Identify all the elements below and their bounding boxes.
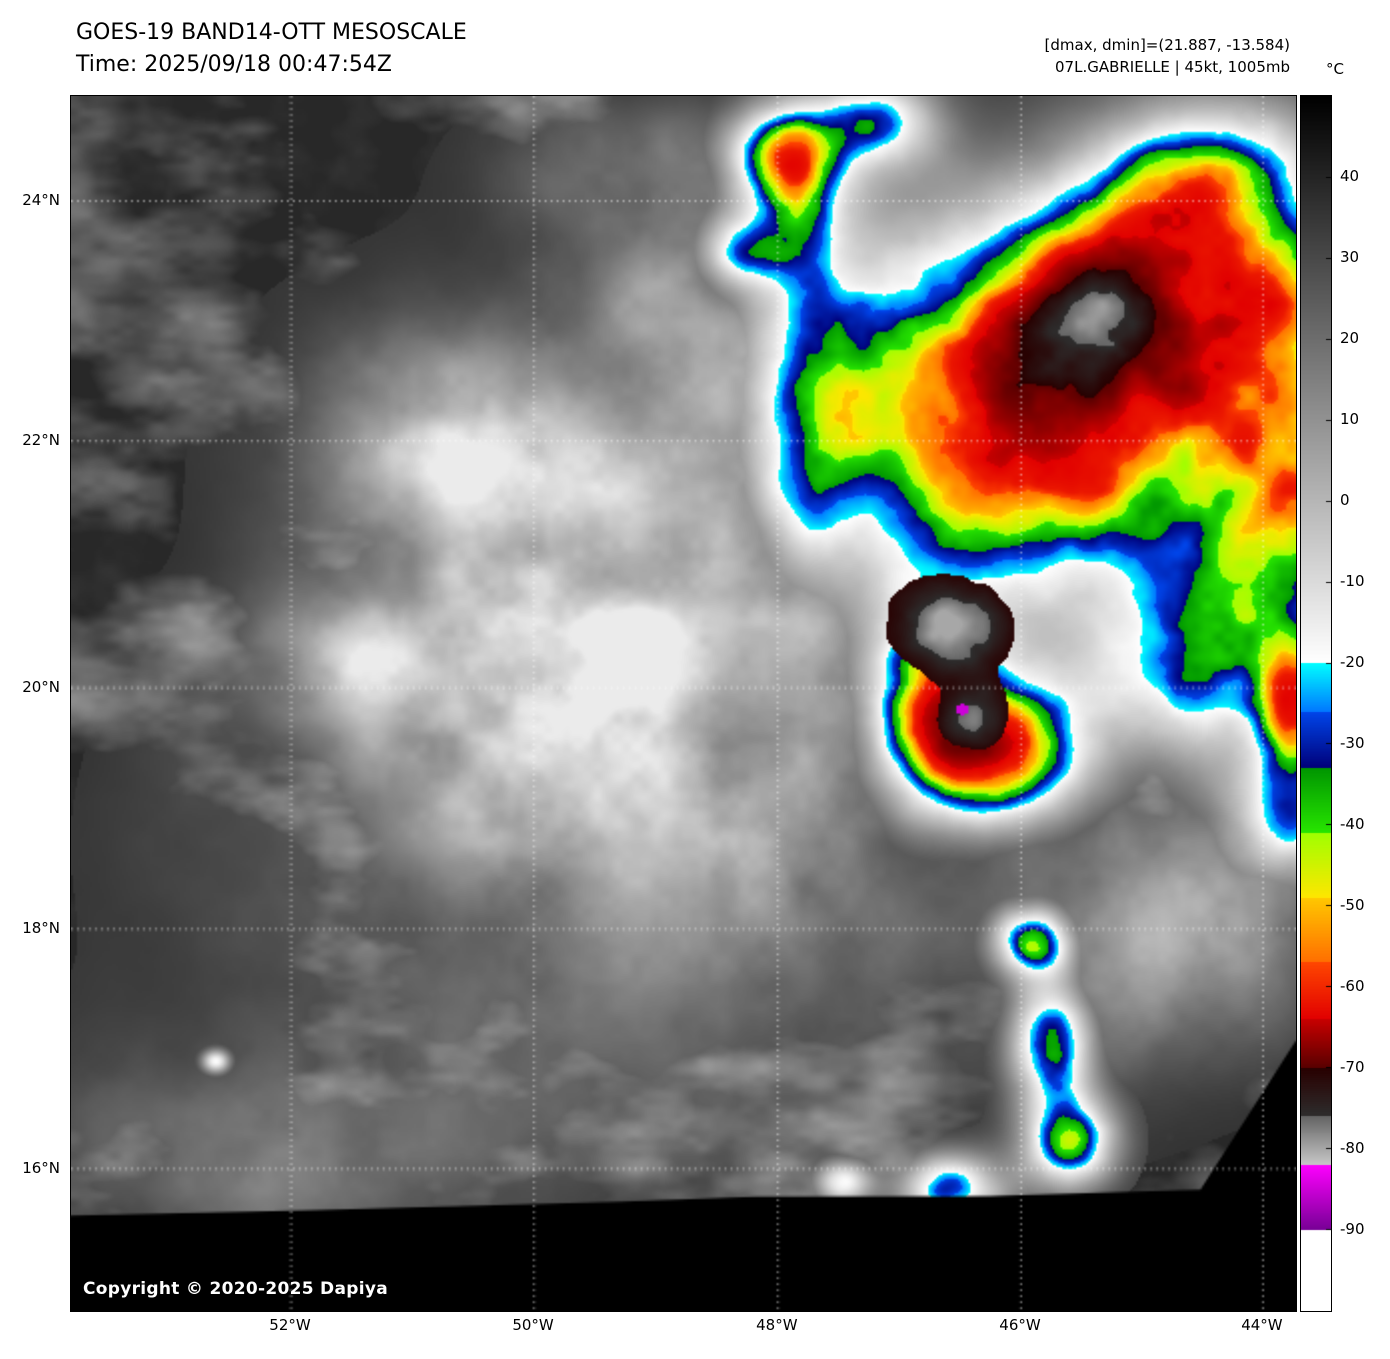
- lon-axis-label: 46°W: [999, 1316, 1041, 1334]
- colorbar-tick-label: -30: [1340, 734, 1365, 752]
- copyright-notice: Copyright © 2020-2025 Dapiya: [83, 1279, 388, 1299]
- colorbar-tick-label: 10: [1340, 410, 1360, 428]
- colorbar-tick-label: 20: [1340, 329, 1360, 347]
- colorbar-tick-label: 30: [1340, 248, 1360, 266]
- lon-axis-label: 48°W: [756, 1316, 798, 1334]
- colorbar-tick-label: -10: [1340, 572, 1365, 590]
- lat-axis-label: 16°N: [22, 1158, 60, 1177]
- colorbar-tick-label: 40: [1340, 167, 1360, 185]
- lon-axis-label: 44°W: [1241, 1316, 1283, 1334]
- lon-axis-label: 52°W: [269, 1316, 311, 1334]
- product-title: GOES-19 BAND14-OTT MESOSCALE: [76, 20, 467, 45]
- storm-label-line: 07L.GABRIELLE | 45kt, 1005mb: [1055, 58, 1290, 76]
- lon-axis-label: 50°W: [512, 1316, 554, 1334]
- storm-info: [dmax, dmin]=(21.887, -13.584) 07L.GABRI…: [1045, 34, 1290, 78]
- colorbar-tick-label: -70: [1340, 1058, 1365, 1076]
- colorbar-tick-label: -50: [1340, 896, 1365, 914]
- colorbar-canvas: [1301, 96, 1331, 1311]
- lat-axis-label: 22°N: [22, 431, 60, 450]
- colorbar-tick-label: -40: [1340, 815, 1365, 833]
- lat-axis-label: 18°N: [22, 919, 60, 937]
- satellite-map: Copyright © 2020-2025 Dapiya: [70, 95, 1297, 1312]
- timestamp: Time: 2025/09/18 00:47:54Z: [76, 52, 392, 77]
- lat-axis-label: 20°N: [22, 677, 60, 696]
- satellite-imagery-canvas: [71, 96, 1296, 1311]
- lat-axis-label: 24°N: [22, 190, 60, 209]
- colorbar-tick-label: -60: [1340, 977, 1365, 995]
- colorbar-tick-label: 0: [1340, 491, 1350, 509]
- temperature-colorbar: [1300, 95, 1332, 1312]
- colorbar-tick-label: -80: [1340, 1139, 1365, 1157]
- colorbar-tick-label: -20: [1340, 653, 1365, 671]
- data-range-line: [dmax, dmin]=(21.887, -13.584): [1044, 36, 1290, 54]
- colorbar-unit-label: °C: [1326, 60, 1344, 78]
- colorbar-tick-label: -90: [1340, 1220, 1365, 1238]
